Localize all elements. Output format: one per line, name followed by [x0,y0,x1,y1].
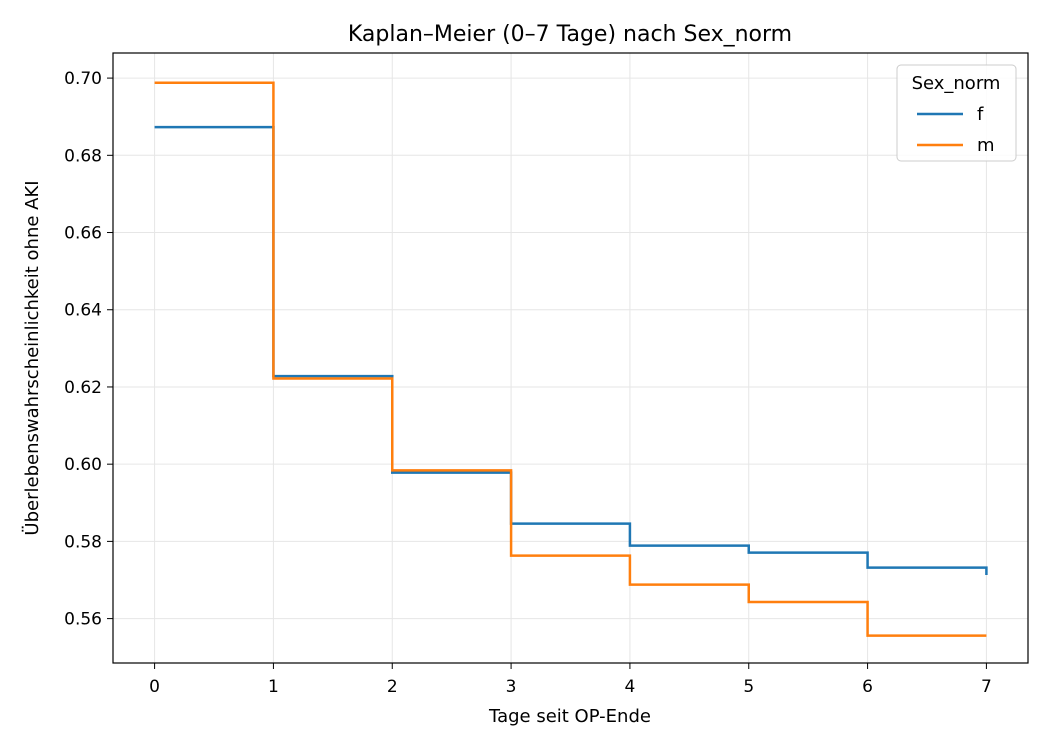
x-tick-label: 0 [149,677,160,697]
y-tick-label: 0.62 [64,378,102,398]
x-tick-label: 4 [625,677,636,697]
x-tick-label: 7 [981,677,992,697]
y-axis-label: Überlebenswahrscheinlichkeit ohne AKI [21,180,43,535]
series-line-f [154,125,988,575]
y-tick-label: 0.66 [64,224,102,244]
x-tick-label: 1 [268,677,279,697]
legend-label-m: m [977,135,995,156]
ticks: 0 1 2 3 4 5 6 7 0.56 0.58 0.60 0.62 0.64 0.66 0.68 0.70 [64,69,992,697]
grid [113,53,1028,663]
plot-frame [112,52,1029,664]
y-tick-label: 0.70 [64,69,102,89]
y-tick-label: 0.56 [64,610,102,630]
y-tick-label: 0.58 [64,532,102,552]
x-axis-label: Tage seit OP-Ende [488,706,651,727]
series-layer [154,81,988,637]
x-tick-label: 3 [506,677,517,697]
legend-title: Sex_norm [912,73,1001,94]
legend-label-f: f [977,104,984,125]
x-tick-label: 5 [743,677,754,697]
y-tick-label: 0.64 [64,301,102,321]
y-tick-label: 0.68 [64,146,102,166]
y-tick-label: 0.60 [64,455,102,475]
series-line-m [154,81,987,637]
legend: Sex_norm f m [896,64,1017,162]
chart-title: Kaplan–Meier (0–7 Tage) nach Sex_norm [348,22,792,47]
x-tick-label: 6 [862,677,873,697]
x-tick-label: 2 [387,677,398,697]
